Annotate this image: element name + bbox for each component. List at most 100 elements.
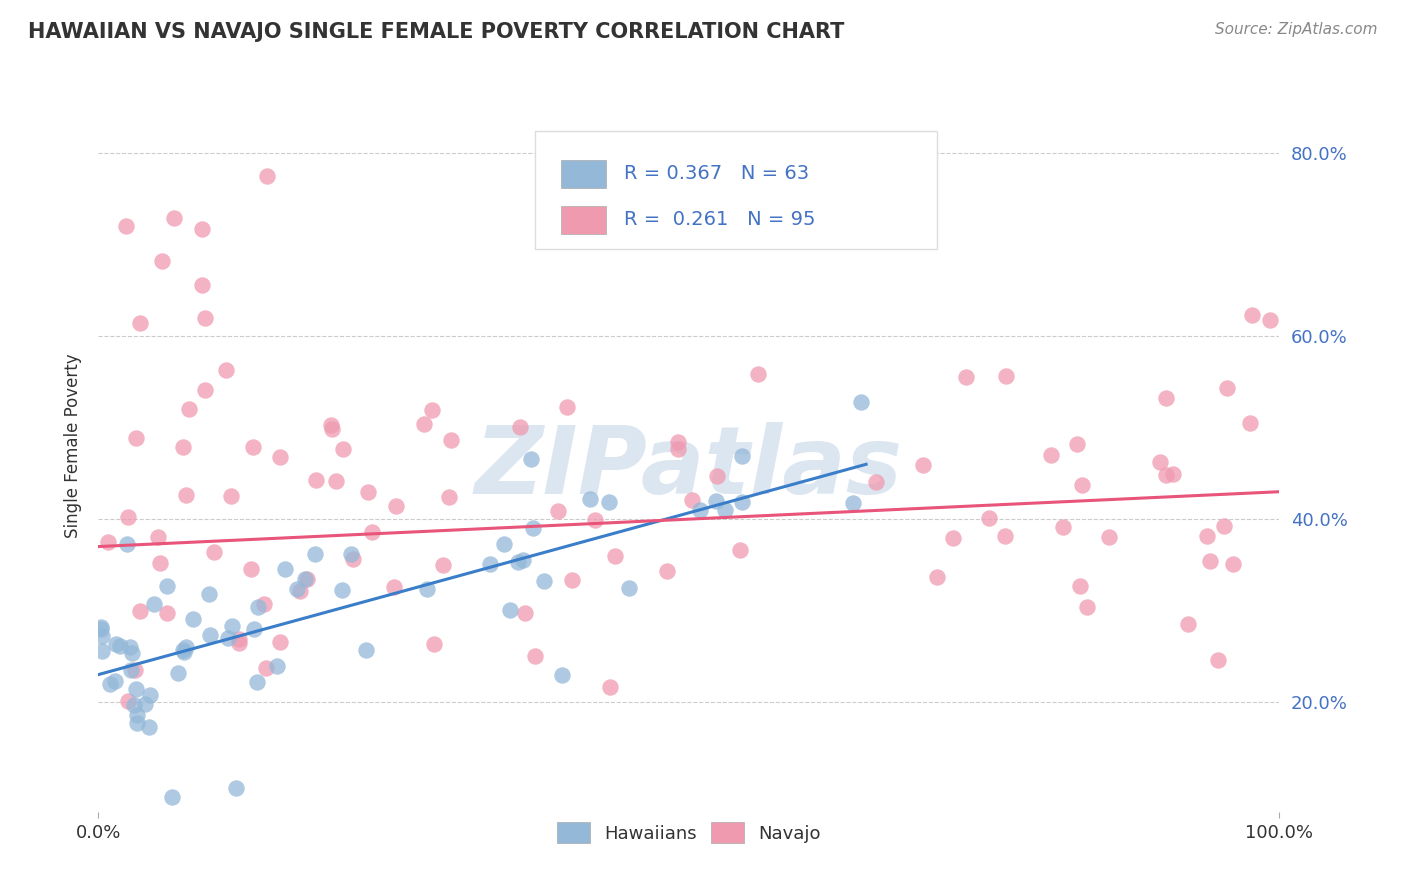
Point [129,316,152,330]
Point [191,222,214,236]
Point [382,580,405,594]
Point [115,219,138,233]
Text: R = 0.367   N = 63: R = 0.367 N = 63 [624,163,808,183]
Point [603,549,626,564]
Point [747,367,769,381]
Point [319,417,342,432]
Point [198,587,221,601]
Point [117,693,139,707]
Point [122,698,145,712]
Point [117,510,139,524]
Point [851,394,873,409]
Point [256,169,278,183]
Point [1066,437,1088,451]
Point [91,644,114,658]
Point [1222,558,1244,572]
Point [225,780,247,795]
Point [494,537,516,551]
Point [412,417,434,432]
Point [522,521,544,535]
Point [125,707,148,722]
Point [1216,381,1239,395]
Point [385,500,408,514]
Point [1071,478,1094,492]
Point [423,637,446,651]
Point [555,401,578,415]
Point [124,663,146,677]
Point [332,442,354,457]
Point [325,474,347,488]
Point [266,658,288,673]
Point [1052,519,1074,533]
Point [125,431,148,445]
Point [269,635,291,649]
Point [955,370,977,384]
Text: ZIPatlas: ZIPatlas [475,422,903,514]
Point [599,680,621,694]
Point [1206,652,1229,666]
Point [1149,455,1171,469]
Point [731,494,754,508]
Point [479,558,502,572]
Point [1161,467,1184,482]
Point [217,632,239,646]
Point [91,629,114,643]
Legend: Hawaiians, Navajo: Hawaiians, Navajo [550,815,828,850]
Point [513,606,536,620]
Point [357,484,380,499]
Point [181,612,204,626]
Point [360,524,382,539]
Point [174,640,197,655]
Point [728,542,751,557]
Point [509,420,531,434]
Point [148,530,170,544]
Point [1154,391,1177,405]
Point [508,555,530,569]
Point [499,602,522,616]
Point [995,369,1018,384]
Point [239,562,262,576]
Point [579,491,602,506]
Point [994,528,1017,542]
Point [550,667,572,681]
Point [512,553,534,567]
Point [243,622,266,636]
Point [1039,448,1062,462]
Point [330,582,353,597]
Point [841,495,863,509]
Point [125,681,148,696]
Point [194,384,217,398]
Point [416,582,439,596]
Point [228,636,250,650]
Point [356,643,378,657]
Point [127,715,149,730]
Point [200,628,222,642]
Point [139,688,162,702]
Point [290,583,312,598]
Point [221,618,243,632]
Point [138,720,160,734]
Point [304,547,326,561]
Point [104,637,127,651]
Point [221,489,243,503]
Point [97,534,120,549]
Point [294,572,316,586]
Text: R =  0.261   N = 95: R = 0.261 N = 95 [624,210,815,228]
Text: Source: ZipAtlas.com: Source: ZipAtlas.com [1215,22,1378,37]
Point [655,565,678,579]
Point [731,449,754,463]
Point [194,311,217,326]
Point [128,604,150,618]
Point [583,513,606,527]
Point [533,574,555,589]
Point [1258,312,1281,326]
Point [115,537,138,551]
Point [134,697,156,711]
Point [666,435,689,450]
Point [1154,468,1177,483]
Point [1241,308,1264,322]
Point [1197,529,1219,543]
Point [1213,518,1236,533]
Point [242,440,264,454]
Point [1239,416,1261,430]
